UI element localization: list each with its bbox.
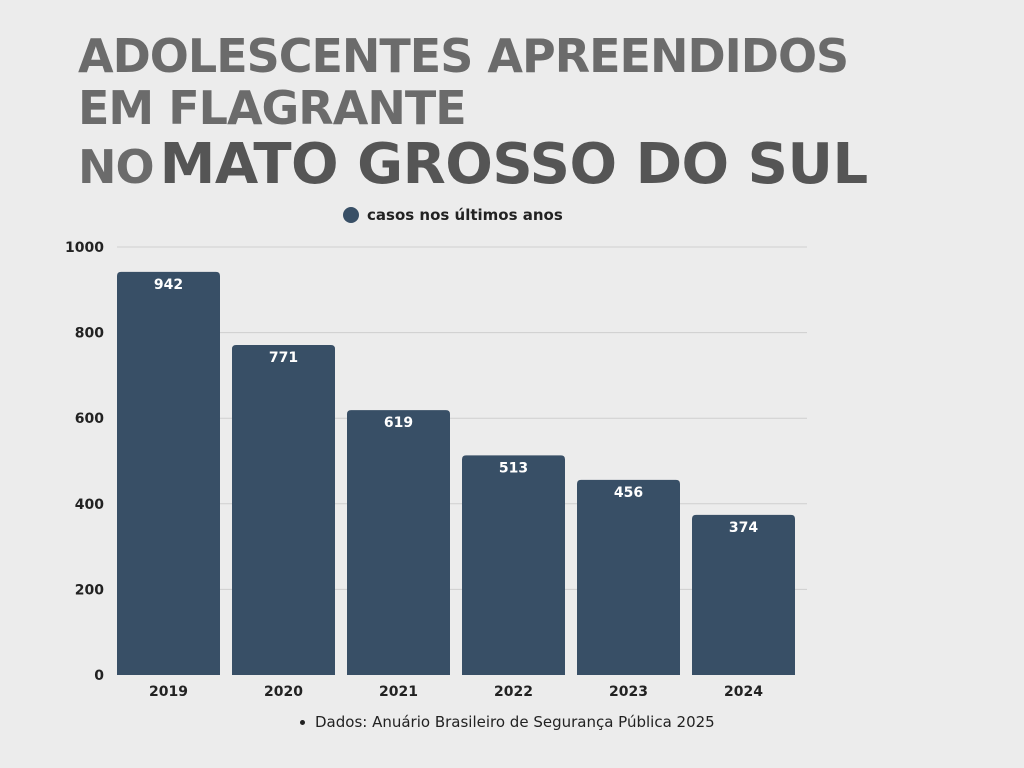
bullet-icon xyxy=(300,719,305,725)
data-label: 374 xyxy=(729,520,758,536)
source-note: Dados: Anuário Brasileiro de Segurança P… xyxy=(300,713,715,731)
title-line-1: ADOLESCENTES APREENDIDOS xyxy=(78,29,849,83)
data-label: 942 xyxy=(154,277,183,293)
x-tick-label: 2021 xyxy=(379,684,418,700)
bar xyxy=(117,271,220,675)
data-label: 619 xyxy=(384,415,413,431)
title-state-name: MATO GROSSO DO SUL xyxy=(159,132,869,197)
x-tick-label: 2023 xyxy=(609,684,648,700)
bar xyxy=(347,410,450,675)
y-tick-label: 0 xyxy=(94,668,104,684)
chart-legend: casos nos últimos anos xyxy=(343,206,563,224)
bar xyxy=(692,514,795,675)
x-tick-label: 2020 xyxy=(264,684,303,700)
title-line-2: EM FLAGRANTE xyxy=(78,81,467,135)
y-tick-label: 200 xyxy=(75,582,104,598)
y-tick-label: 400 xyxy=(75,497,104,513)
x-tick-label: 2024 xyxy=(724,684,763,700)
y-tick-label: 800 xyxy=(75,326,104,342)
data-label: 771 xyxy=(269,350,298,366)
bar xyxy=(577,479,680,675)
bar xyxy=(232,345,335,675)
x-tick-label: 2019 xyxy=(149,684,188,700)
title-line-3: NO MATO GROSSO DO SUL xyxy=(78,132,868,211)
x-tick-label: 2022 xyxy=(494,684,533,700)
data-label: 456 xyxy=(614,485,643,501)
legend-marker xyxy=(343,207,359,223)
legend-label: casos nos últimos anos xyxy=(367,206,563,224)
title-prefix: NO xyxy=(78,140,155,194)
source-text: Dados: Anuário Brasileiro de Segurança P… xyxy=(315,713,715,731)
y-tick-label: 600 xyxy=(75,411,104,427)
chart-title: ADOLESCENTES APREENDIDOS EM FLAGRANTE NO… xyxy=(78,30,868,211)
data-label: 513 xyxy=(499,460,528,476)
bar xyxy=(462,455,565,675)
y-tick-label: 1000 xyxy=(65,240,104,256)
